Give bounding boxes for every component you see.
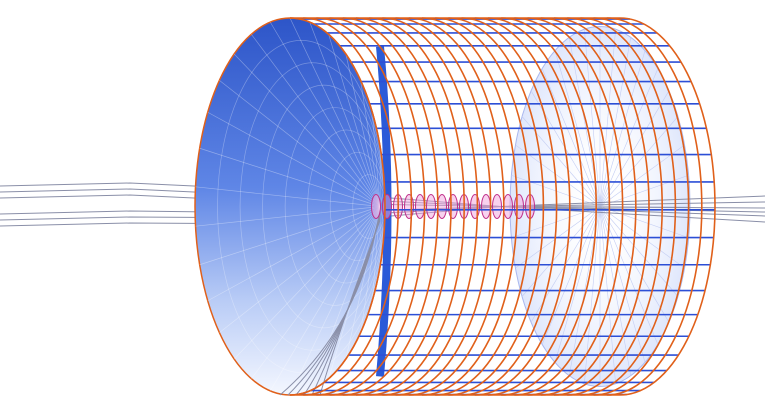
cone-spoke	[328, 34, 381, 207]
shell-ring	[435, 17, 531, 396]
shell-ring	[514, 17, 611, 396]
shell-ring	[369, 17, 465, 396]
cone-spoke	[345, 206, 381, 360]
shell-ring	[408, 17, 505, 396]
cone-spoke	[207, 206, 381, 302]
cone-spoke	[233, 53, 381, 207]
shell-ring	[553, 17, 650, 396]
cone-spoke	[345, 53, 381, 207]
shell-ring	[540, 17, 637, 396]
shell-ring	[316, 17, 413, 396]
shell-ring	[303, 17, 399, 396]
cone-spoke	[251, 34, 381, 207]
inner-ring	[371, 194, 381, 219]
shell-ring	[342, 17, 439, 396]
cone-spoke	[251, 206, 381, 379]
inner-ring	[426, 194, 436, 219]
far-spoke	[541, 206, 601, 345]
shell-ring	[355, 17, 452, 396]
shell-ring	[421, 17, 518, 396]
far-spoke	[599, 116, 679, 207]
front-face	[194, 17, 386, 396]
shell-ring	[448, 17, 545, 396]
cone-spoke	[289, 206, 381, 396]
shell-ring	[329, 17, 426, 396]
far-spoke	[541, 68, 601, 207]
shell-ring	[487, 17, 584, 396]
cylinder-shell	[289, 17, 716, 396]
cone-spoke	[233, 206, 381, 360]
shell-ring	[606, 17, 703, 396]
shell-ring	[593, 17, 690, 396]
inner-rings	[371, 194, 535, 219]
far-spoke	[599, 206, 679, 297]
shell-ring	[527, 17, 624, 396]
cone-spoke	[195, 206, 381, 227]
shell-ring	[580, 17, 677, 396]
cone-spoke	[219, 80, 381, 207]
shell-ring	[289, 17, 386, 396]
cone-spoke	[219, 206, 381, 333]
shell-ring	[501, 17, 597, 396]
cone-spoke	[207, 111, 381, 207]
shell-ring	[382, 17, 479, 396]
shell-ring	[395, 17, 492, 396]
shell-ring	[567, 17, 663, 396]
shell-ring	[619, 17, 716, 396]
inner-ring	[514, 194, 524, 219]
cone-spoke	[199, 147, 381, 207]
shell-ring	[461, 17, 558, 396]
cone-spoke	[371, 112, 381, 207]
cone-spoke	[269, 21, 381, 207]
shell-ring	[474, 17, 571, 396]
cone-spoke	[309, 21, 381, 207]
inner-ring	[503, 194, 513, 219]
cone-spoke	[289, 17, 381, 207]
inner-ring	[481, 194, 491, 219]
cone-spoke	[360, 80, 381, 207]
inner-ring	[382, 194, 392, 219]
cone-spoke	[199, 206, 381, 266]
inner-ring	[492, 194, 502, 219]
inner-ring	[415, 194, 425, 219]
front-ellipse	[194, 17, 386, 396]
far-spoke	[599, 90, 670, 207]
inner-ring	[448, 194, 458, 219]
beam-curve	[319, 220, 381, 396]
inner-ring	[437, 194, 447, 219]
far-spoke	[599, 37, 632, 207]
cone-spoke	[195, 186, 381, 207]
cone-spoke	[269, 206, 381, 392]
